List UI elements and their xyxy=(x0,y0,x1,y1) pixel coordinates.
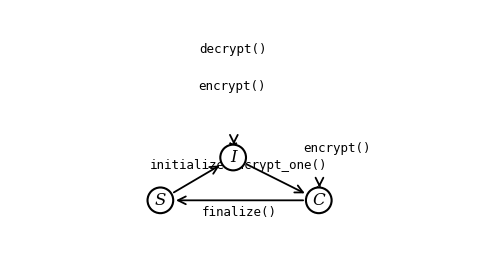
Circle shape xyxy=(147,187,173,213)
Text: I: I xyxy=(230,149,237,166)
Text: encrypt(): encrypt() xyxy=(303,143,371,155)
Text: S: S xyxy=(155,192,166,209)
Text: encrypt(): encrypt() xyxy=(198,80,266,93)
Circle shape xyxy=(220,145,246,170)
Text: finalize(): finalize() xyxy=(202,206,277,219)
Text: encrypt_one(): encrypt_one() xyxy=(229,160,327,172)
Circle shape xyxy=(306,187,332,213)
Text: initialize(): initialize() xyxy=(150,160,240,172)
Text: decrypt(): decrypt() xyxy=(199,43,267,56)
Text: C: C xyxy=(312,192,325,209)
